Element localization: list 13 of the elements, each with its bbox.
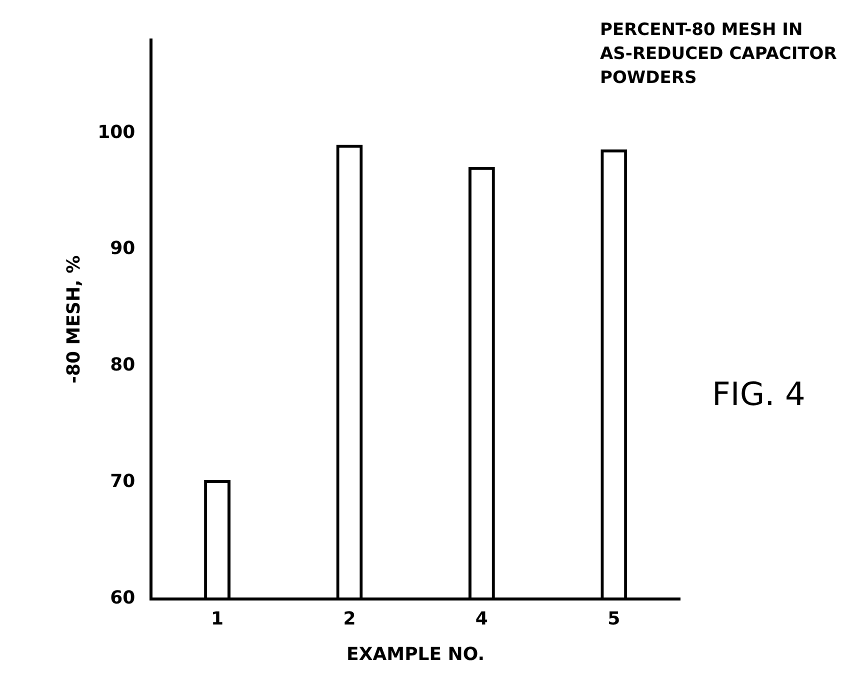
y-tick-label: 100: [98, 122, 136, 143]
x-tick-label: 2: [343, 608, 356, 630]
x-axis-title: EXAMPLE NO.: [346, 644, 485, 665]
y-tick-label: 60: [110, 587, 136, 608]
y-tick-label: 70: [110, 471, 136, 492]
x-tick-label: 4: [475, 608, 488, 630]
x-tick-label: 1: [211, 608, 224, 630]
x-tick-label: 5: [608, 608, 620, 630]
y-tick-label: 90: [110, 238, 136, 260]
text: PERCENT-80 MESH IN AS-REDUCED CAPACITOR POWDERS: [600, 19, 837, 90]
y-axis-title: -80 MESH, %: [63, 255, 84, 384]
caption: FIG. 4: [712, 375, 806, 413]
y-tick-label: 80: [110, 354, 136, 376]
